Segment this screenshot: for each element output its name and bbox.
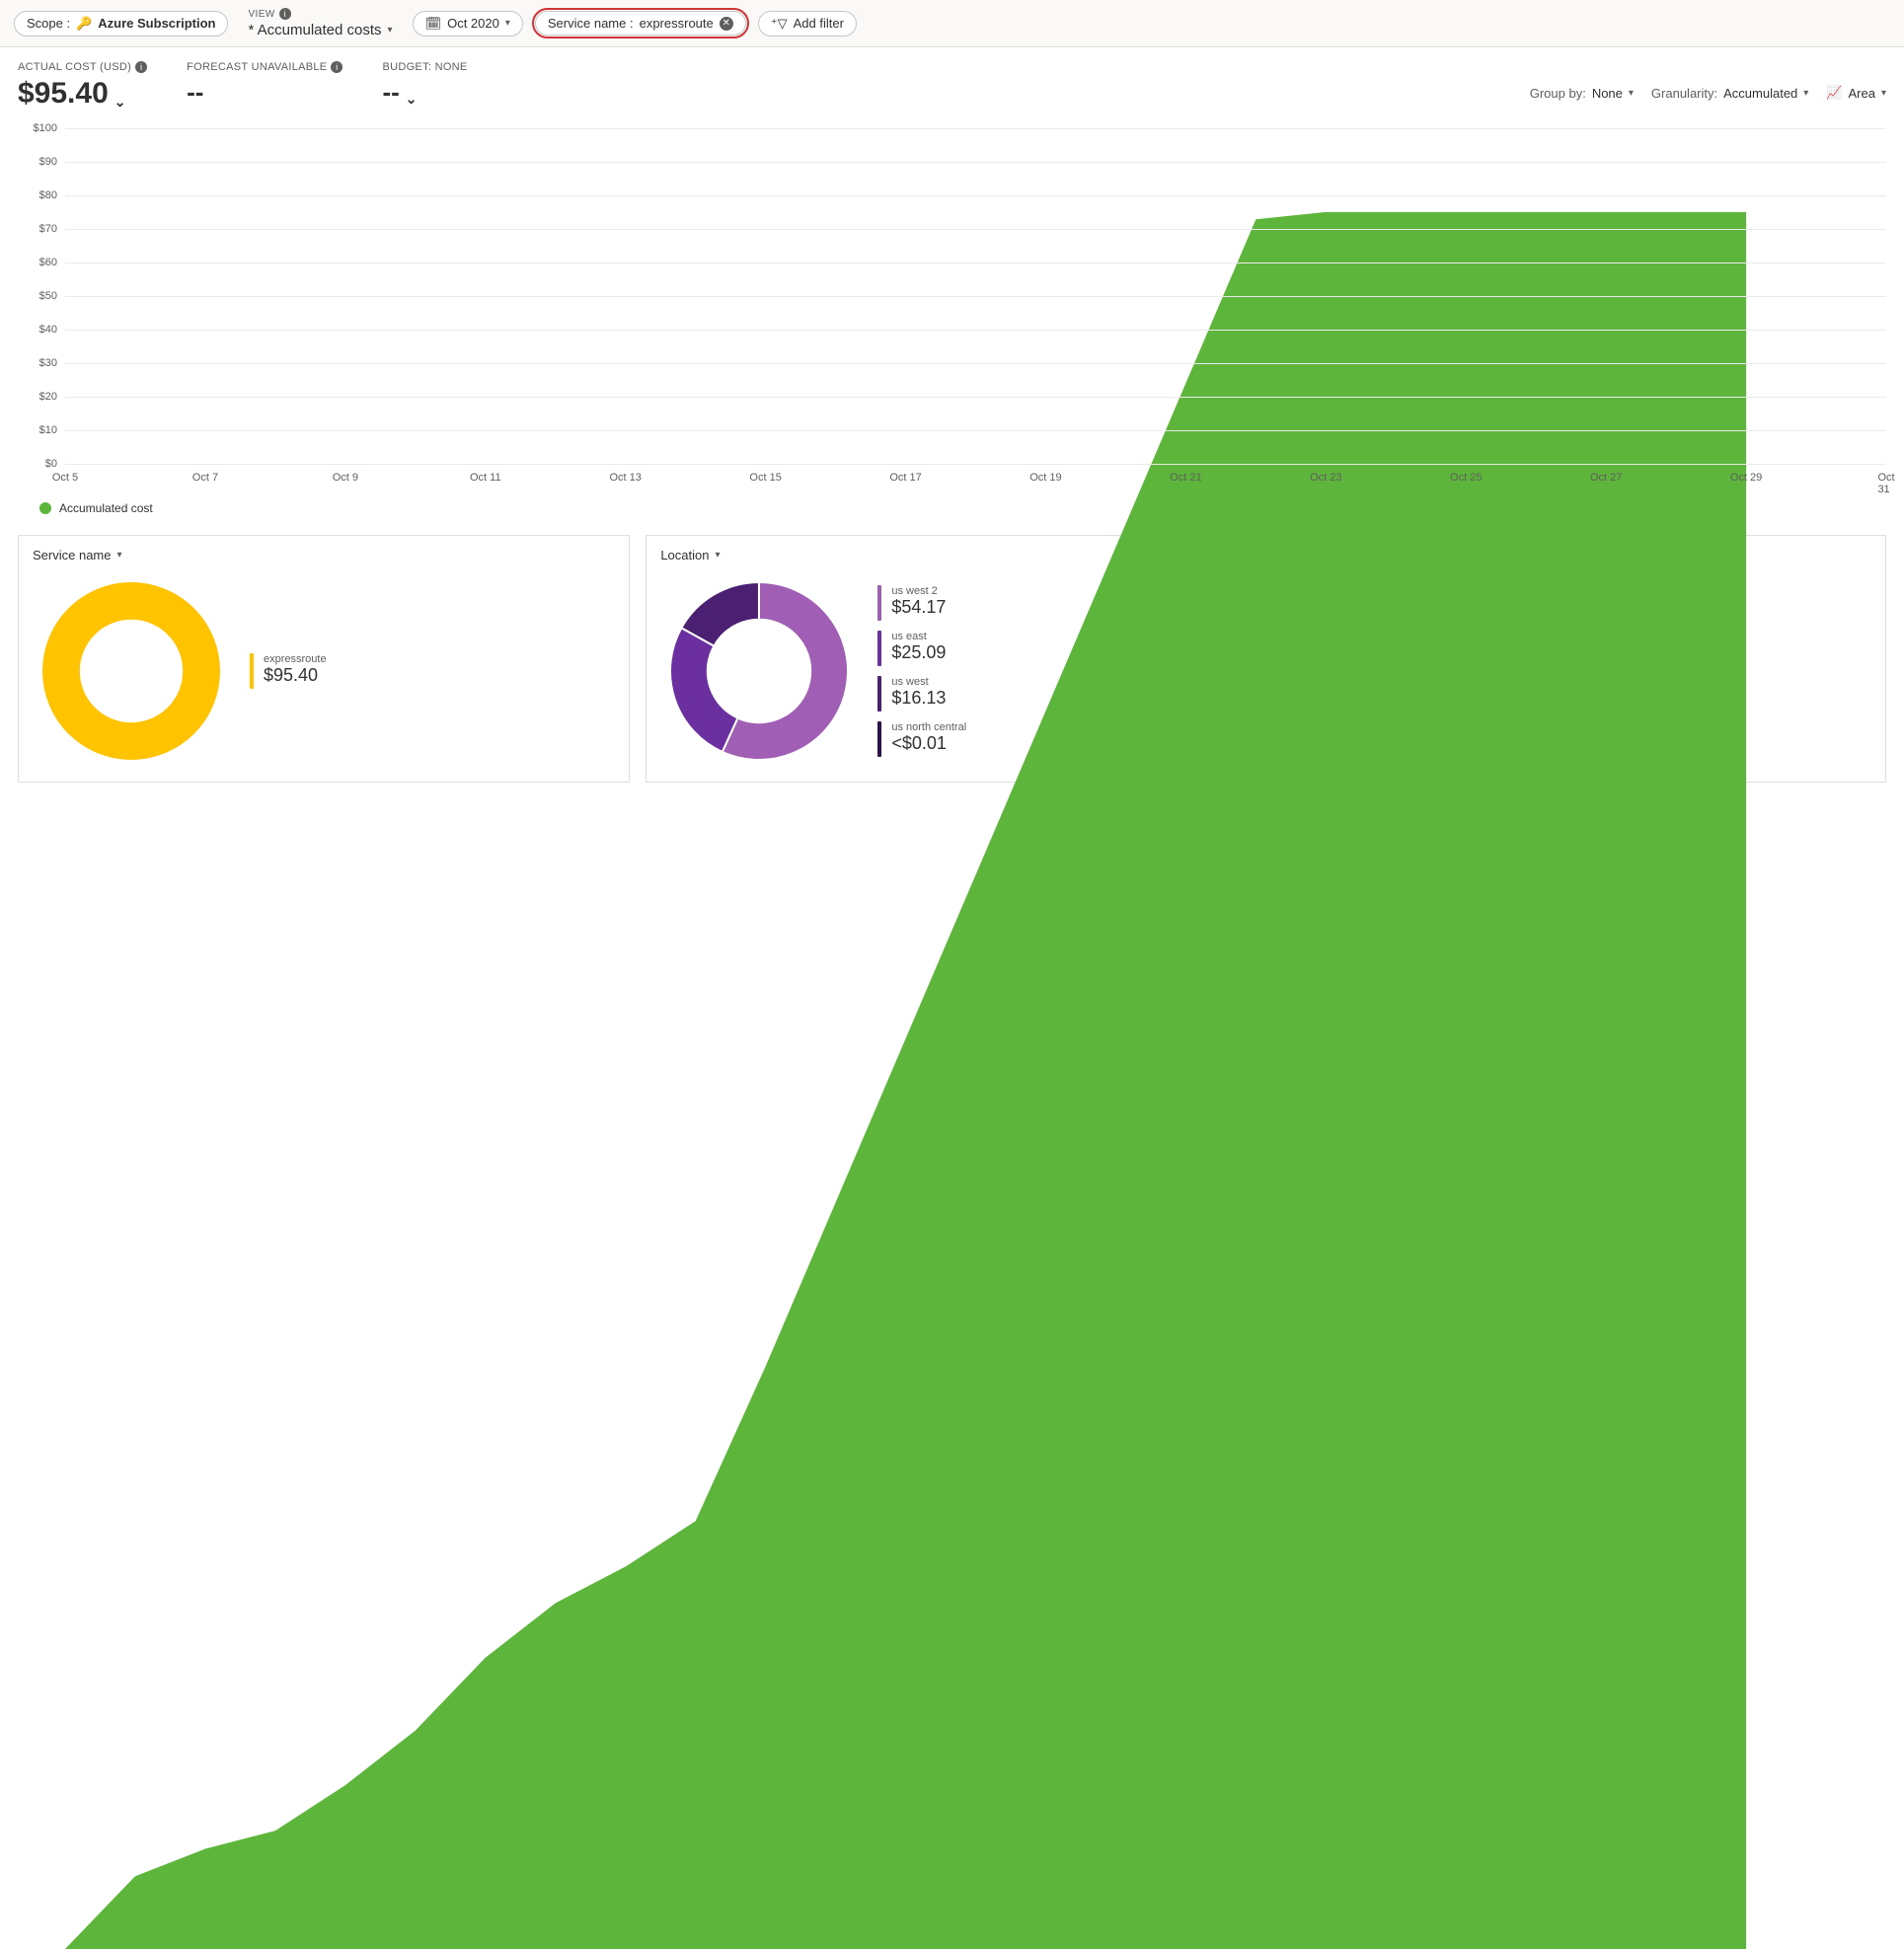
forecast-value: --	[187, 77, 343, 108]
x-tick: Oct 21	[1170, 472, 1201, 484]
x-tick: Oct 25	[1450, 472, 1482, 484]
gridline	[65, 296, 1886, 297]
actual-cost-metric[interactable]: ACTUAL COST (USD) i $95.40 ⌄	[18, 61, 147, 111]
x-tick: Oct 19	[1029, 472, 1061, 484]
filter-value: expressroute	[640, 16, 714, 31]
scope-label: Scope :	[27, 16, 70, 31]
key-icon: 🔑	[76, 16, 92, 32]
filter-icon: ⁺▽	[771, 16, 788, 32]
x-tick: Oct 13	[609, 472, 641, 484]
x-tick: Oct 9	[333, 472, 358, 484]
legend-dot	[39, 502, 51, 514]
actual-cost-value: $95.40 ⌄	[18, 77, 147, 111]
active-filter-pill[interactable]: Service name : expressroute ✕	[535, 11, 746, 36]
y-tick: $60	[18, 257, 57, 268]
y-tick: $10	[18, 424, 57, 436]
area-chart: $0$10$20$30$40$50$60$70$80$90$100 Oct 5O…	[18, 128, 1886, 493]
y-tick: $70	[18, 223, 57, 235]
gridline	[65, 363, 1886, 364]
forecast-label: FORECAST UNAVAILABLE i	[187, 61, 343, 73]
x-tick: Oct 5	[52, 472, 78, 484]
y-tick: $40	[18, 324, 57, 336]
gridline	[65, 397, 1886, 398]
x-tick: Oct 27	[1590, 472, 1622, 484]
y-tick: $0	[18, 458, 57, 470]
y-tick: $80	[18, 189, 57, 201]
budget-metric[interactable]: BUDGET: NONE -- ⌄	[382, 61, 467, 108]
chart-type-control[interactable]: 📈 Area ▾	[1826, 85, 1886, 101]
chevron-down-icon: ▾	[505, 18, 510, 29]
groupby-control[interactable]: Group by: None ▾	[1530, 86, 1634, 101]
calendar-icon: 🗓	[425, 16, 442, 32]
chevron-down-icon: ▾	[1803, 88, 1808, 99]
x-tick: Oct 29	[1730, 472, 1762, 484]
x-tick: Oct 17	[889, 472, 921, 484]
chevron-down-icon: ▾	[1881, 88, 1886, 99]
info-icon: i	[279, 8, 291, 20]
y-tick: $100	[18, 122, 57, 134]
gridline	[65, 330, 1886, 331]
info-icon: i	[135, 61, 147, 73]
toolbar: Scope : 🔑 Azure Subscription VIEW i * Ac…	[0, 0, 1904, 47]
area-svg	[65, 128, 1886, 1949]
chevron-down-icon: ▾	[1629, 88, 1634, 99]
forecast-metric: FORECAST UNAVAILABLE i --	[187, 61, 343, 108]
x-axis: Oct 5Oct 7Oct 9Oct 11Oct 13Oct 15Oct 17O…	[65, 468, 1886, 493]
area-chart-icon: 📈	[1826, 85, 1842, 101]
chart-controls: Group by: None ▾ Granularity: Accumulate…	[1530, 61, 1886, 101]
scope-pill[interactable]: Scope : 🔑 Azure Subscription	[14, 11, 228, 37]
chevron-down-icon[interactable]: ⌄	[406, 91, 418, 108]
gridline	[65, 464, 1886, 465]
filter-key: Service name :	[548, 16, 634, 31]
plot-area	[65, 128, 1886, 464]
remove-filter-icon[interactable]: ✕	[720, 17, 733, 31]
add-filter-label: Add filter	[794, 16, 844, 31]
x-tick: Oct 11	[470, 472, 501, 484]
gridline	[65, 162, 1886, 163]
view-value-row[interactable]: * Accumulated costs ▾	[248, 22, 392, 38]
x-tick: Oct 15	[749, 472, 781, 484]
gridline	[65, 195, 1886, 196]
gridline	[65, 262, 1886, 263]
y-axis: $0$10$20$30$40$50$60$70$80$90$100	[18, 128, 57, 464]
gridline	[65, 430, 1886, 431]
granularity-control[interactable]: Granularity: Accumulated ▾	[1651, 86, 1808, 101]
actual-cost-label: ACTUAL COST (USD) i	[18, 61, 147, 73]
date-value: Oct 2020	[447, 16, 499, 31]
info-icon: i	[331, 61, 343, 73]
chevron-down-icon[interactable]: ⌄	[114, 94, 126, 111]
summary-row: ACTUAL COST (USD) i $95.40 ⌄ FORECAST UN…	[0, 47, 1904, 111]
y-tick: $50	[18, 290, 57, 302]
date-range-pill[interactable]: 🗓 Oct 2020 ▾	[413, 11, 523, 37]
scope-value: Azure Subscription	[98, 16, 215, 31]
y-tick: $90	[18, 156, 57, 168]
gridline	[65, 229, 1886, 230]
view-label: VIEW i	[248, 8, 392, 20]
y-tick: $20	[18, 391, 57, 403]
x-tick: Oct 23	[1310, 472, 1341, 484]
budget-value: -- ⌄	[382, 77, 467, 108]
chevron-down-icon: ▾	[388, 25, 393, 36]
gridline	[65, 128, 1886, 129]
view-selector[interactable]: VIEW i * Accumulated costs ▾	[248, 8, 392, 38]
budget-label: BUDGET: NONE	[382, 61, 467, 73]
x-tick: Oct 31	[1877, 472, 1894, 495]
x-tick: Oct 7	[192, 472, 218, 484]
add-filter-pill[interactable]: ⁺▽ Add filter	[758, 11, 857, 37]
y-tick: $30	[18, 357, 57, 369]
